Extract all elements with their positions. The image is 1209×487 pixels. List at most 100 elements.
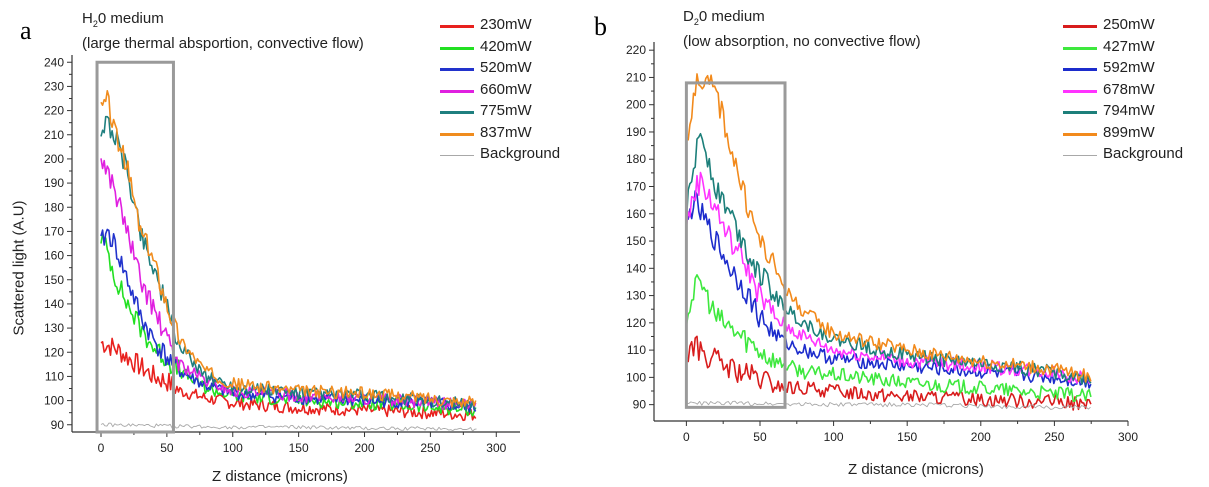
x-tick-label: 100 (223, 441, 243, 455)
series-line-background (686, 400, 1091, 410)
legend-swatch (1063, 68, 1097, 71)
y-tick-label: 120 (626, 316, 646, 330)
x-tick-label: 300 (486, 441, 506, 455)
legend-label: 420mW (480, 37, 532, 55)
y-tick-label: 200 (44, 152, 64, 166)
panel-label: b (594, 12, 607, 41)
y-tick-label: 120 (44, 345, 64, 359)
y-tick-label: 150 (44, 273, 64, 287)
x-tick-label: 0 (683, 430, 690, 444)
x-tick-label: 200 (355, 441, 375, 455)
legend-label: 592mW (1103, 59, 1155, 76)
y-tick-label: 220 (626, 43, 646, 57)
series-line-592mw (686, 190, 1092, 389)
legend-swatch (440, 68, 474, 71)
legend-label: 230mW (480, 16, 532, 33)
y-tick-label: 150 (626, 234, 646, 248)
y-tick-label: 240 (44, 55, 64, 69)
panel-label: a (20, 16, 32, 45)
plot-area: 90 100 110 120 130 140 150 160 170 180 190 200 210 22… (44, 55, 520, 455)
title-line-1a: H (82, 10, 93, 27)
legend-label: 899mW (1103, 123, 1155, 141)
y-tick-label: 90 (51, 418, 65, 432)
series-line-837mw (100, 90, 477, 408)
legend-swatch (1063, 89, 1097, 93)
title-subscript: 2 (92, 19, 98, 29)
highlight-box (95, 60, 175, 434)
legend-label: 660mW (480, 80, 532, 98)
legend-swatch (440, 89, 474, 93)
legend-swatch (1063, 132, 1097, 136)
y-tick-label: 110 (45, 369, 64, 383)
highlight-box (684, 81, 787, 409)
legend-swatch (1063, 111, 1097, 114)
x-tick-label: 100 (824, 430, 844, 444)
y-tick-label: 190 (44, 176, 64, 190)
y-tick-label: 160 (626, 207, 646, 221)
series-line-678mw (685, 171, 1092, 385)
legend-label: Background (1103, 145, 1184, 162)
series-line-230mw (100, 337, 477, 422)
title-line-1b: 0 medium (97, 10, 164, 27)
legend-label: 678mW (1103, 80, 1155, 98)
legend-label: 520mW (480, 59, 532, 76)
y-tick-label: 180 (626, 152, 646, 166)
title-subscript: 2 (693, 17, 699, 27)
y-tick-label: 140 (44, 297, 64, 311)
legend-swatch (1063, 25, 1097, 28)
series-line-background (100, 422, 477, 432)
x-tick-label: 150 (897, 430, 917, 444)
x-axis-label: Z distance (microns) (848, 461, 984, 478)
x-tick-label: 150 (289, 441, 309, 455)
series-line-250mw (685, 335, 1092, 411)
legend-label: 775mW (480, 102, 532, 119)
x-axis-label: Z distance (microns) (212, 468, 348, 485)
x-tick-label: 200 (971, 430, 991, 444)
legend-label: 794mW (1103, 102, 1155, 119)
y-tick-label: 200 (626, 98, 646, 112)
x-tick-label: 50 (160, 441, 174, 455)
legend-swatch (1063, 46, 1097, 50)
legend-swatch (440, 111, 474, 114)
y-tick-label: 160 (44, 249, 64, 263)
legend-swatch (440, 132, 474, 136)
series-line-794mw (685, 132, 1092, 386)
y-tick-label: 230 (44, 79, 64, 93)
legend-label: 427mW (1103, 37, 1155, 55)
y-tick-label: 130 (626, 289, 646, 303)
y-tick-label: 100 (44, 394, 64, 408)
x-tick-label: 300 (1118, 430, 1138, 444)
chart-title: H20 medium (large thermal absportion, co… (82, 9, 364, 54)
y-tick-label: 110 (627, 343, 646, 357)
y-tick-label: 90 (633, 398, 647, 412)
chart-title: D20 medium (low absorption, no convectiv… (683, 7, 921, 52)
y-tick-label: 210 (626, 70, 646, 84)
plot-area: 90 100 110 120 130 140 150 160 170 180 190 200 210 22… (626, 42, 1138, 444)
y-tick-label: 210 (44, 128, 64, 142)
legend-swatch (440, 25, 474, 28)
series-line-899mw (685, 73, 1092, 383)
y-tick-label: 100 (626, 370, 646, 384)
legend-label: 837mW (480, 123, 532, 141)
title-line-1b: 0 medium (698, 8, 765, 25)
legend-swatch (1063, 155, 1097, 156)
chart-panel-a: a H20 medium (large thermal absportion, … (0, 0, 600, 487)
title-line-2: (low absorption, no convective flow) (683, 33, 921, 50)
chart-panel-b: b D20 medium (low absorption, no convect… (594, 0, 1209, 487)
x-tick-label: 50 (753, 430, 767, 444)
y-tick-label: 130 (44, 321, 64, 335)
y-tick-label: 140 (626, 261, 646, 275)
y-tick-label: 190 (626, 125, 646, 139)
series-line-660mw (100, 158, 477, 411)
legend-swatch (440, 46, 474, 50)
legend-label: 250mW (1103, 16, 1155, 33)
y-tick-label: 170 (626, 180, 646, 194)
legend-label: Background (480, 145, 561, 162)
y-tick-label: 220 (44, 104, 64, 118)
title-line-2: (large thermal absportion, convective fl… (82, 35, 364, 52)
title-line-1a: D (683, 8, 694, 25)
x-tick-label: 250 (420, 441, 440, 455)
y-axis-label: Scattered light (A.U) (10, 200, 28, 336)
y-tick-label: 170 (44, 224, 64, 238)
x-tick-label: 0 (98, 441, 105, 455)
